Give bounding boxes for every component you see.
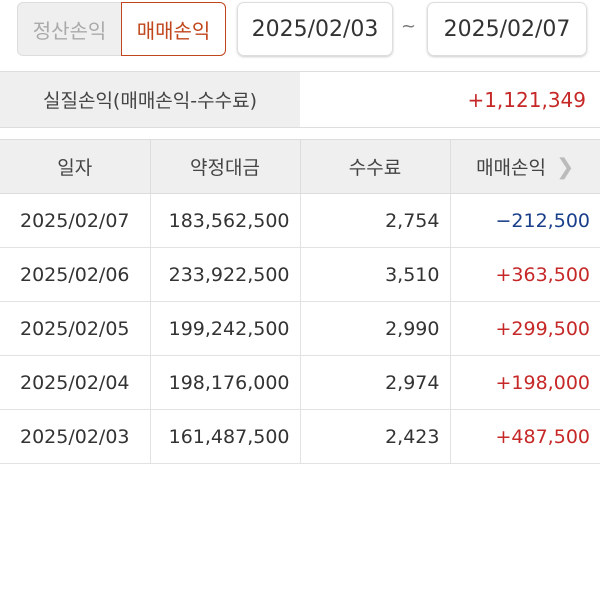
cell-trade-amount: 183,562,500 — [150, 193, 301, 248]
cell-fee: 2,974 — [300, 355, 451, 410]
net-profit-summary: 실질손익(매매손익-수수료) +1,121,349 — [0, 71, 600, 128]
trade-profit-table: 일자 약정대금 수수료 매매손익 ❯ 2025/02/07 183,562,500 2… — [0, 139, 600, 464]
table-row[interactable]: 2025/02/04 198,176,000 2,974 +198,000 — [0, 355, 600, 410]
table-header: 일자 약정대금 수수료 매매손익 ❯ — [0, 139, 600, 194]
cell-fee: 2,423 — [300, 409, 451, 464]
table-row[interactable]: 2025/02/05 199,242,500 2,990 +299,500 — [0, 301, 600, 356]
col-trade-amount: 약정대금 — [150, 139, 301, 194]
cell-date: 2025/02/05 — [0, 301, 151, 356]
end-date-field[interactable]: 2025/02/07 — [427, 2, 587, 56]
net-profit-label: 실질손익(매매손익-수수료) — [0, 72, 300, 127]
table-row[interactable]: 2025/02/06 233,922,500 3,510 +363,500 — [0, 247, 600, 302]
cell-trade-amount: 233,922,500 — [150, 247, 301, 302]
table-row[interactable]: 2025/02/07 183,562,500 2,754 −212,500 — [0, 193, 600, 248]
cell-fee: 3,510 — [300, 247, 451, 302]
cell-date: 2025/02/07 — [0, 193, 151, 248]
cell-fee: 2,990 — [300, 301, 451, 356]
cell-date: 2025/02/06 — [0, 247, 151, 302]
cell-trading-profit: +363,500 — [450, 247, 600, 302]
cell-date: 2025/02/03 — [0, 409, 151, 464]
profit-type-toggle: 정산손익 매매손익 — [17, 2, 226, 56]
cell-date: 2025/02/04 — [0, 355, 151, 410]
table-row[interactable]: 2025/02/03 161,487,500 2,423 +487,500 — [0, 409, 600, 464]
cell-trading-profit: −212,500 — [450, 193, 600, 248]
cell-trade-amount: 198,176,000 — [150, 355, 301, 410]
col-fee: 수수료 — [300, 139, 451, 194]
cell-trading-profit: +487,500 — [450, 409, 600, 464]
tab-trading-profit[interactable]: 매매손익 — [121, 2, 226, 56]
col-trading-profit-label: 매매손익 — [476, 157, 546, 179]
start-date-field[interactable]: 2025/02/03 — [237, 2, 393, 56]
cell-trade-amount: 199,242,500 — [150, 301, 301, 356]
chevron-right-icon[interactable]: ❯ — [555, 155, 575, 180]
col-date: 일자 — [0, 139, 151, 194]
cell-trading-profit: +299,500 — [450, 301, 600, 356]
cell-trade-amount: 161,487,500 — [150, 409, 301, 464]
col-trading-profit: 매매손익 ❯ — [450, 139, 600, 194]
tab-settlement-profit[interactable]: 정산손익 — [32, 18, 107, 43]
cell-fee: 2,754 — [300, 193, 451, 248]
net-profit-value: +1,121,349 — [467, 87, 586, 112]
cell-trading-profit: +198,000 — [450, 355, 600, 410]
date-separator: ~ — [401, 16, 417, 37]
